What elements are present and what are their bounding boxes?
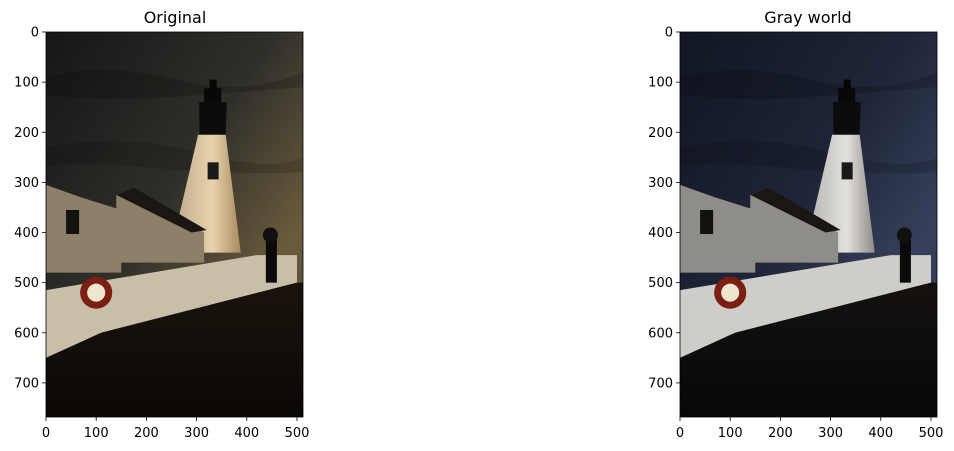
axes-frame <box>679 31 938 418</box>
x-tick-label: 500 <box>285 426 310 441</box>
y-tick-label: 0 <box>665 26 673 41</box>
axes-frame <box>45 31 304 418</box>
panel-gray-world: Gray world <box>648 8 943 441</box>
x-axis: 0 100 200 300 400 500 <box>676 417 944 441</box>
x-tick-label: 0 <box>676 426 684 441</box>
x-tick-label: 400 <box>868 426 893 441</box>
panel-title: Gray world <box>764 8 851 27</box>
x-tick-label: 100 <box>718 426 743 441</box>
x-tick-label: 200 <box>134 426 159 441</box>
panel-original: Original <box>14 8 309 441</box>
x-tick-label: 0 <box>42 426 50 441</box>
y-tick-label: 100 <box>648 76 673 91</box>
y-tick-label: 300 <box>648 176 673 191</box>
panel-title: Original <box>144 8 207 27</box>
y-tick-label: 600 <box>648 326 673 341</box>
y-axis: 0 100 200 300 400 500 600 700 <box>14 26 46 391</box>
x-tick-label: 100 <box>84 426 109 441</box>
y-tick-label: 400 <box>14 226 39 241</box>
y-tick-label: 700 <box>648 376 673 391</box>
x-tick-label: 300 <box>184 426 209 441</box>
x-axis: 0 100 200 300 400 500 <box>42 417 310 441</box>
y-tick-label: 300 <box>14 176 39 191</box>
x-tick-label: 200 <box>768 426 793 441</box>
y-tick-label: 200 <box>648 126 673 141</box>
y-tick-label: 500 <box>648 276 673 291</box>
y-tick-label: 500 <box>14 276 39 291</box>
x-tick-label: 400 <box>234 426 259 441</box>
y-tick-label: 600 <box>14 326 39 341</box>
y-tick-label: 200 <box>14 126 39 141</box>
x-tick-label: 300 <box>818 426 843 441</box>
x-tick-label: 500 <box>919 426 944 441</box>
y-tick-label: 100 <box>14 76 39 91</box>
y-axis: 0 100 200 300 400 500 600 700 <box>648 26 680 391</box>
y-tick-label: 400 <box>648 226 673 241</box>
y-tick-label: 700 <box>14 376 39 391</box>
lighthouse-photo <box>46 32 303 417</box>
lighthouse-photo-gray-world <box>680 32 937 417</box>
y-tick-label: 0 <box>31 26 39 41</box>
